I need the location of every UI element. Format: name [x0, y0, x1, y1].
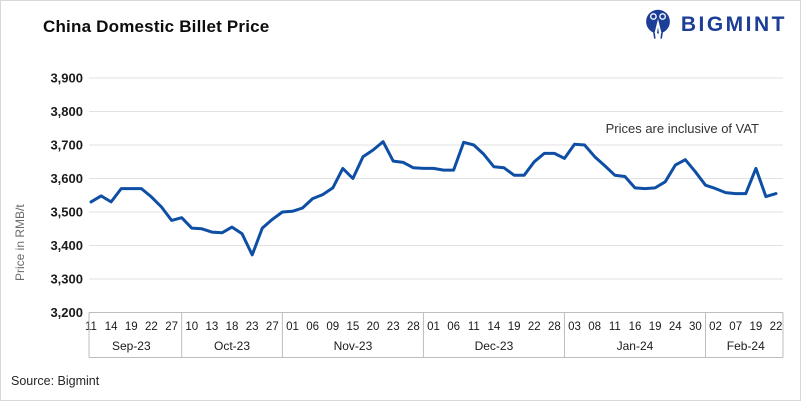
x-tick-label: 30	[689, 321, 702, 333]
x-tick-label: 22	[528, 321, 541, 333]
x-tick-label: 27	[165, 321, 178, 333]
x-tick-label: 19	[649, 321, 662, 333]
x-month-label: Oct-23	[214, 339, 250, 353]
x-tick-label: 11	[468, 321, 480, 333]
x-month-label: Nov-23	[334, 339, 373, 353]
x-tick-label: 23	[246, 321, 259, 333]
x-month-label: Feb-24	[727, 339, 765, 353]
x-tick-label: 01	[286, 321, 299, 333]
x-tick-label: 02	[709, 321, 722, 333]
y-tick-label: 3,900	[50, 71, 83, 86]
x-tick-label: 01	[427, 321, 440, 333]
y-tick-label: 3,600	[50, 171, 83, 186]
x-tick-label: 19	[749, 321, 762, 333]
x-tick-label: 13	[205, 321, 218, 333]
x-tick-label: 07	[729, 321, 742, 333]
x-tick-label: 15	[347, 321, 360, 333]
x-tick-label: 16	[629, 321, 642, 333]
x-tick-label: 03	[568, 321, 581, 333]
x-tick-label: 20	[367, 321, 380, 333]
x-tick-label: 08	[588, 321, 601, 333]
x-tick-label: 11	[609, 321, 621, 333]
x-month-label: Sep-23	[112, 339, 151, 353]
x-tick-label: 28	[407, 321, 420, 333]
x-tick-label: 11	[85, 321, 97, 333]
price-line	[89, 140, 778, 257]
x-tick-label: 24	[669, 321, 682, 333]
x-tick-label: 19	[508, 321, 521, 333]
x-tick-label: 22	[145, 321, 158, 333]
x-tick-label: 23	[387, 321, 400, 333]
x-tick-label: 14	[488, 321, 501, 333]
x-tick-label: 19	[125, 321, 138, 333]
vat-annotation: Prices are inclusive of VAT	[605, 121, 759, 136]
x-tick-label: 18	[226, 321, 239, 333]
brand-logo: BIGMINT	[641, 7, 787, 43]
x-month-label: Jan-24	[617, 339, 654, 353]
page-title: China Domestic Billet Price	[43, 17, 270, 36]
bigmint-logo-icon	[641, 7, 675, 43]
x-tick-label: 27	[266, 321, 279, 333]
y-tick-label: 3,800	[50, 104, 83, 119]
x-tick-label: 22	[770, 321, 783, 333]
y-tick-label: 3,700	[50, 138, 83, 153]
x-tick-label: 28	[548, 321, 561, 333]
x-tick-label: 14	[105, 321, 118, 333]
brand-name: BIGMINT	[680, 13, 787, 36]
y-tick-label: 3,300	[50, 272, 83, 287]
x-tick-label: 06	[447, 321, 460, 333]
x-tick-label: 06	[306, 321, 319, 333]
source-note: Source: Bigmint	[11, 374, 100, 388]
y-tick-label: 3,200	[50, 305, 83, 320]
y-tick-label: 3,400	[50, 238, 83, 253]
y-tick-label: 3,500	[50, 205, 83, 220]
x-tick-label: 09	[326, 321, 339, 333]
x-tick-label: 10	[185, 321, 198, 333]
x-month-label: Dec-23	[475, 339, 514, 353]
